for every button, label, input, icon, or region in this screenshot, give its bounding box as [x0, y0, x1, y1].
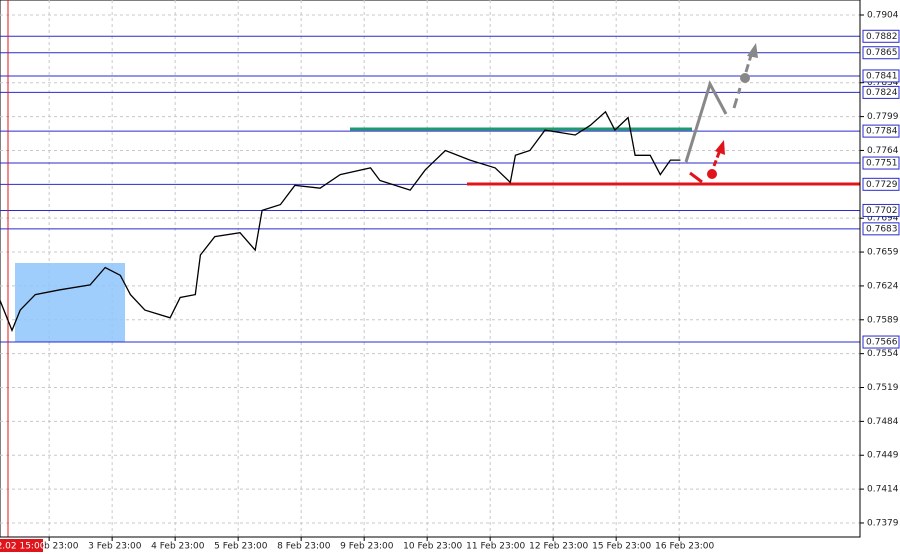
range-box — [15, 263, 125, 342]
x-tick-label: 15 Feb 23:00 — [592, 542, 651, 552]
x-tick-label: 11 Feb 23:00 — [466, 542, 525, 552]
y-tick-label: 0.7904 — [867, 10, 899, 20]
x-tick-label: 5 Feb 23:00 — [214, 542, 268, 552]
series — [0, 110, 681, 333]
plot-area — [0, 0, 861, 538]
y-tick-label: 0.7379 — [867, 518, 899, 528]
scenario-point — [707, 169, 717, 179]
level-label: 0.7841 — [866, 71, 898, 81]
x-tick-label: 8 Feb 23:00 — [277, 542, 331, 552]
y-tick-label: 0.7694 — [867, 214, 899, 224]
x-tick-label: 3 Feb 23:00 — [88, 542, 142, 552]
scenario-arrow — [732, 87, 742, 109]
level-label: 0.7865 — [866, 48, 898, 58]
level-label-box — [862, 29, 900, 43]
level-label: 0.7566 — [866, 338, 898, 348]
levels — [0, 35, 860, 343]
cursor-label: 2.02 15:00 — [0, 542, 46, 552]
x-tick-label: 12 Feb 23:00 — [529, 542, 588, 552]
level-label: 0.7751 — [866, 159, 898, 169]
x-tick-label: 2 Feb 23:00 — [25, 542, 79, 552]
y-tick-label: 0.7799 — [867, 112, 899, 122]
y-tick-label: 0.7834 — [867, 78, 899, 88]
y-tick-label: 0.7519 — [867, 383, 899, 393]
level-label-box — [862, 85, 900, 99]
level-label-box — [862, 203, 900, 217]
level-label-box — [862, 124, 900, 138]
level-label-box — [862, 46, 900, 60]
level-label-box — [862, 156, 900, 170]
scenario-arrow — [712, 149, 722, 167]
arrow-head — [747, 43, 758, 58]
y-tick-label: 0.7414 — [867, 485, 899, 495]
level-label: 0.7824 — [866, 88, 898, 98]
y-tick-label: 0.7484 — [867, 417, 899, 427]
level-label: 0.7882 — [866, 32, 898, 42]
level-label: 0.7683 — [866, 224, 898, 234]
price-line — [0, 110, 681, 333]
level-label: 0.7702 — [866, 206, 898, 216]
scenario-arrow — [684, 80, 728, 163]
scenario-arrow — [689, 171, 703, 184]
level-label: 0.7784 — [866, 127, 898, 137]
y-tick-label: 0.7449 — [867, 451, 899, 461]
scenario-point — [740, 73, 750, 83]
x-tick-label: 16 Feb 23:00 — [655, 542, 714, 552]
level-label-box — [862, 177, 900, 191]
cursor-label-box — [0, 539, 43, 552]
x-tick-label: 4 Feb 23:00 — [151, 542, 205, 552]
level-label-box — [862, 222, 900, 236]
y-tick-label: 0.7589 — [867, 315, 899, 325]
x-tick-label: 10 Feb 23:00 — [403, 542, 462, 552]
arrow-head — [715, 140, 725, 155]
x-tick-label: 9 Feb 23:00 — [340, 542, 394, 552]
level-label-box — [862, 69, 900, 83]
level-label: 0.7729 — [866, 180, 898, 190]
y-tick-label: 0.7659 — [867, 248, 899, 258]
y-tick-label: 0.7624 — [867, 281, 899, 291]
grid — [0, 0, 860, 537]
y-tick-label: 0.7764 — [867, 146, 899, 156]
y-tick-label: 0.7554 — [867, 349, 899, 359]
level-label-box — [862, 335, 900, 349]
